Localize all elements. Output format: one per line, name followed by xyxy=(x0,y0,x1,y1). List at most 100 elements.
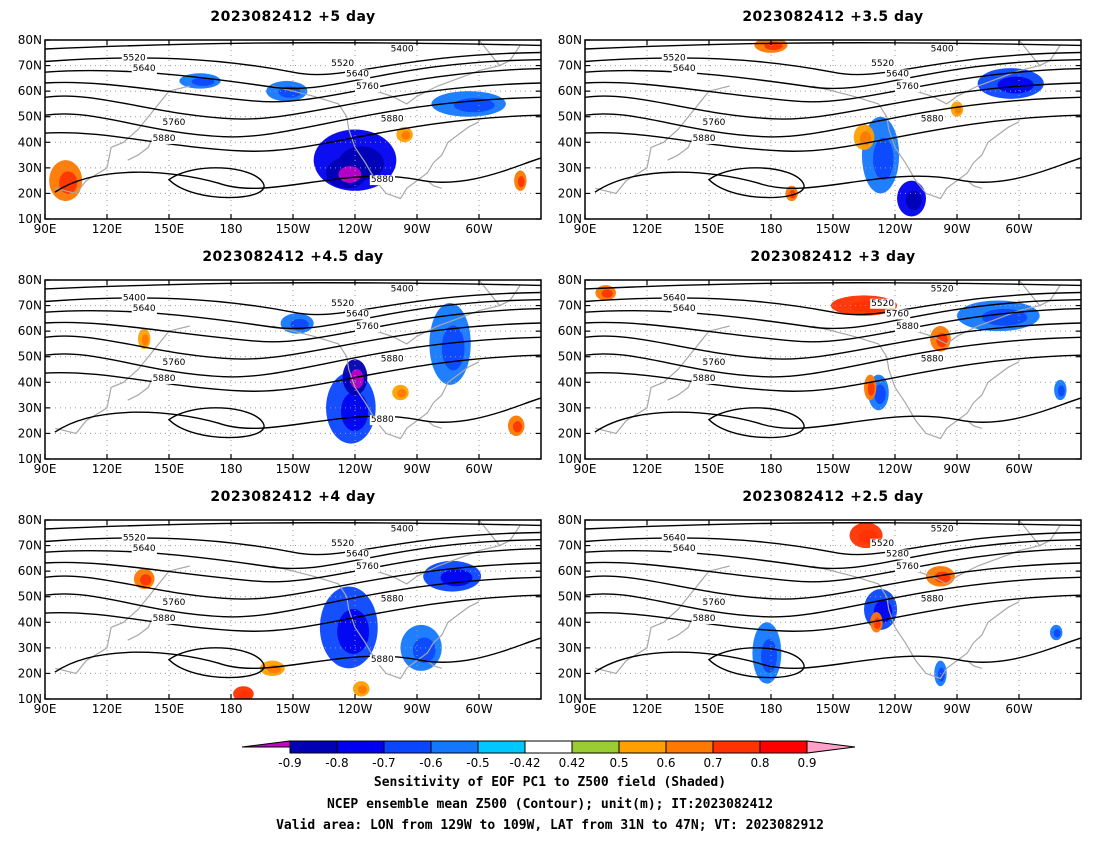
sensitivity-region-core xyxy=(873,617,881,629)
coastline xyxy=(55,565,190,675)
colorbar-segment xyxy=(712,740,761,754)
lon-tick-label: 150E xyxy=(154,222,185,236)
lon-tick-label: 120W xyxy=(338,462,373,476)
lon-tick-label: 120W xyxy=(878,702,913,716)
colorbar-segment xyxy=(618,740,667,754)
map-panel-1: 5400552055205640564057605760588058805880… xyxy=(18,9,542,236)
footer-line-1: Sensitivity of EOF PC1 to Z500 field (Sh… xyxy=(373,775,727,790)
colorbar-label: 0.6 xyxy=(656,756,675,770)
z500-contour xyxy=(45,539,541,570)
lat-tick-label: 10N xyxy=(558,212,582,226)
z500-contour xyxy=(54,637,541,673)
lat-tick-label: 70N xyxy=(18,539,42,553)
lon-tick-label: 90E xyxy=(574,222,597,236)
panel-title: 2023082412 +3 day xyxy=(750,249,915,265)
lat-tick-label: 10N xyxy=(558,692,582,706)
z500-contour xyxy=(594,397,1081,433)
lon-tick-label: 60W xyxy=(465,222,492,236)
coastline xyxy=(55,85,190,195)
z500-contour xyxy=(45,594,541,632)
contour-label: 5880 xyxy=(693,614,716,624)
contour-label: 5760 xyxy=(163,118,186,128)
z500-contour xyxy=(594,637,1081,673)
z500-contour xyxy=(45,42,541,50)
panel-title: 2023082412 +2.5 day xyxy=(742,489,923,505)
z500-contour xyxy=(45,322,541,360)
lat-tick-label: 40N xyxy=(18,135,42,149)
lon-tick-label: 180 xyxy=(220,702,243,716)
lon-tick-label: 120W xyxy=(338,702,373,716)
colorbar-label: -0.7 xyxy=(372,756,395,770)
lat-tick-label: 30N xyxy=(18,401,42,415)
lon-tick-label: 60W xyxy=(465,702,492,716)
lon-tick-label: 60W xyxy=(1005,222,1032,236)
lat-tick-label: 50N xyxy=(18,590,42,604)
colorbar-segment xyxy=(524,740,573,754)
lon-tick-label: 180 xyxy=(760,222,783,236)
colorbar-segment xyxy=(289,740,338,754)
colorbar-label: 0.7 xyxy=(703,756,722,770)
coastline xyxy=(426,420,442,429)
coastline xyxy=(1018,40,1061,67)
panel-title: 2023082412 +4 day xyxy=(210,489,375,505)
contour-label: 5520 xyxy=(871,539,894,549)
map-panel-5: 5400552055205640564057605760588058805880… xyxy=(18,489,542,716)
contour-label: 5520 xyxy=(331,299,354,309)
coastline xyxy=(966,420,982,429)
sensitivity-region-core xyxy=(290,318,309,331)
lat-tick-label: 20N xyxy=(18,666,42,680)
contour-label: 5760 xyxy=(896,562,919,572)
z500-contour xyxy=(167,647,265,679)
contour-label: 5880 xyxy=(381,594,404,604)
footer-line-2: NCEP ensemble mean Z500 (Contour); unit(… xyxy=(326,797,774,812)
contour-label: 5520 xyxy=(871,299,894,309)
sensitivity-region-core xyxy=(761,639,777,673)
sensitivity-region-core xyxy=(337,608,370,654)
contour-label: 5880 xyxy=(921,354,944,364)
lon-tick-label: 150W xyxy=(816,702,851,716)
lon-tick-label: 120E xyxy=(92,222,123,236)
lat-tick-label: 20N xyxy=(558,426,582,440)
lat-tick-label: 80N xyxy=(18,273,42,287)
contour-label: 5520 xyxy=(123,53,146,63)
contour-label: 5400 xyxy=(391,284,414,294)
panel-title: 2023082412 +3.5 day xyxy=(742,9,923,25)
lon-tick-label: 120E xyxy=(92,702,123,716)
contour-label: 5880 xyxy=(381,114,404,124)
lon-tick-label: 180 xyxy=(220,462,243,476)
colorbar-segment xyxy=(571,740,620,754)
contour-label: 5520 xyxy=(331,59,354,69)
lat-tick-label: 30N xyxy=(558,641,582,655)
lat-tick-label: 50N xyxy=(18,110,42,124)
map-panel-3: 5400540055205640564057605760588058805880… xyxy=(18,249,542,476)
contour-label: 5280 xyxy=(886,550,909,560)
z500-contour xyxy=(585,82,1081,120)
lat-tick-label: 80N xyxy=(558,33,582,47)
contour-label: 5880 xyxy=(371,175,394,185)
contour-label: 5400 xyxy=(391,44,414,54)
contour-label: 5520 xyxy=(931,524,954,534)
sensitivity-region-core xyxy=(357,685,367,694)
coastline xyxy=(595,565,730,675)
lat-tick-label: 10N xyxy=(558,452,582,466)
lat-tick-label: 40N xyxy=(558,135,582,149)
sensitivity-region-core xyxy=(441,325,465,371)
z500-contour xyxy=(585,322,1081,360)
colorbar-label: 0.42 xyxy=(559,756,586,770)
lat-tick-label: 80N xyxy=(18,513,42,527)
z500-contour xyxy=(707,407,805,439)
contour-label: 5640 xyxy=(133,304,156,314)
sensitivity-region-core xyxy=(397,389,407,398)
lon-tick-label: 180 xyxy=(220,222,243,236)
contour-label: 5760 xyxy=(356,322,379,332)
z500-contour xyxy=(585,42,1081,50)
map-panel-2: 5400552055205640564057605760588058802023… xyxy=(558,9,1082,236)
colorbar-extend-low xyxy=(241,740,291,753)
lat-tick-label: 50N xyxy=(558,590,582,604)
z500-contour xyxy=(707,647,805,679)
lon-tick-label: 90E xyxy=(34,702,57,716)
lat-tick-label: 70N xyxy=(558,539,582,553)
sensitivity-region-core xyxy=(191,77,215,86)
lon-tick-label: 120E xyxy=(92,462,123,476)
colorbar-segment xyxy=(477,740,526,754)
